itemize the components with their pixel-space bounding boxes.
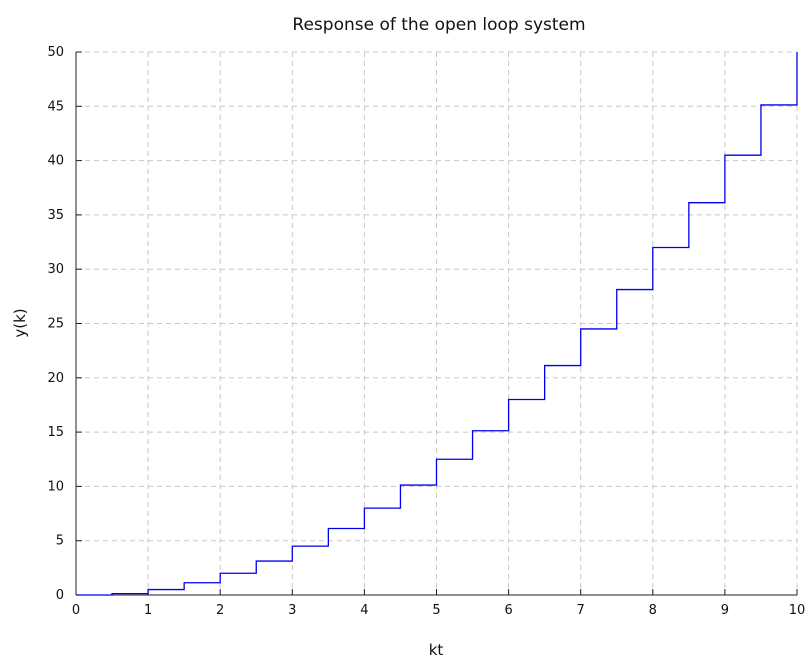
y-axis-label: y(k): [11, 308, 29, 337]
series-layer: [75, 51, 798, 596]
x-axis-label: kt: [429, 641, 444, 659]
y-tick-label: 5: [56, 534, 64, 549]
x-tick-label: 2: [216, 603, 224, 618]
x-tick-label: 3: [288, 603, 296, 618]
y-tick-label: 45: [47, 99, 64, 114]
grid: [76, 51, 798, 595]
y-tick-label: 35: [47, 208, 64, 223]
y-tick-label: 25: [47, 317, 64, 332]
y-tick-label: 15: [47, 425, 64, 440]
axes: [75, 51, 798, 596]
y-tick-label: 10: [47, 479, 64, 494]
y-tick-label: 50: [47, 45, 64, 60]
y-tick-label: 40: [47, 154, 64, 169]
x-tick-label: 10: [789, 603, 806, 618]
x-tick-label: 6: [504, 603, 512, 618]
x-tick-label: 9: [721, 603, 729, 618]
y-tick-label: 30: [47, 262, 64, 277]
y-tick-label: 20: [47, 371, 64, 386]
x-tick-label: 7: [577, 603, 585, 618]
series-0: [75, 51, 798, 596]
x-tick-label: 5: [432, 603, 440, 618]
x-tick-label: 4: [360, 603, 368, 618]
chart-title: Response of the open loop system: [292, 15, 585, 35]
y-tick-label: 0: [56, 588, 64, 603]
x-tick-label: 0: [72, 603, 80, 618]
x-tick-label: 8: [649, 603, 657, 618]
x-tick-label: 1: [144, 603, 152, 618]
